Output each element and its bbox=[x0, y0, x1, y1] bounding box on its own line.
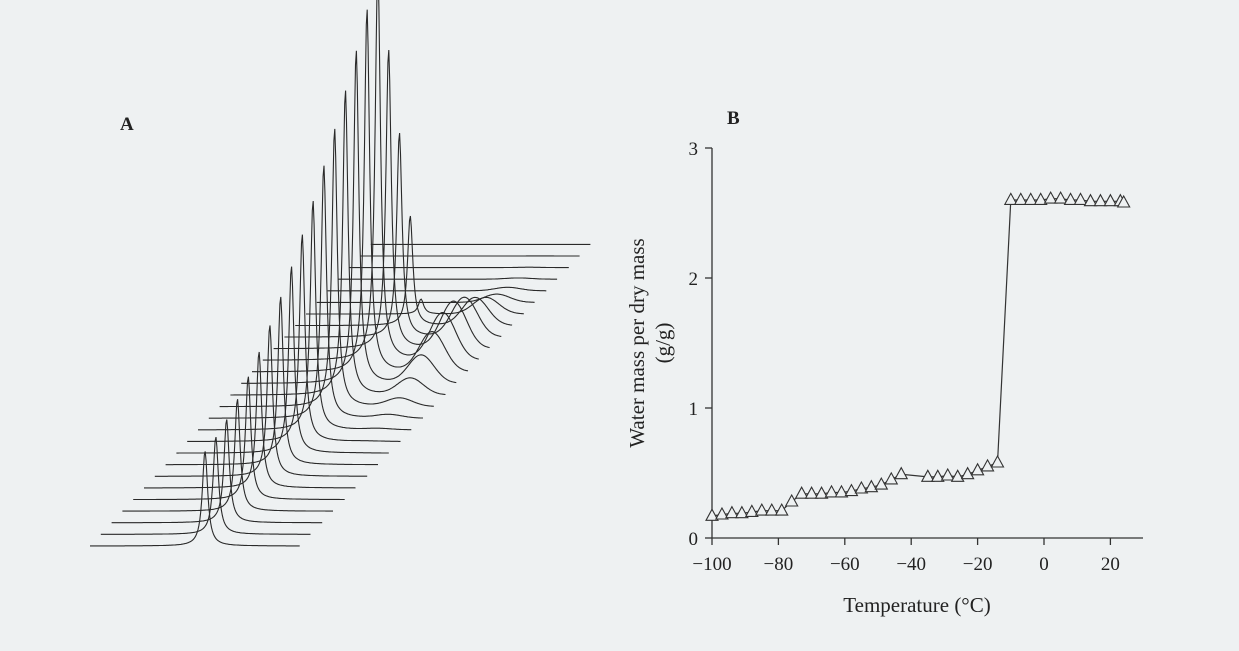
data-point bbox=[950, 469, 965, 482]
x-tick-label: 0 bbox=[1039, 554, 1049, 575]
x-tick-label: −20 bbox=[963, 554, 993, 575]
spectrum-trace bbox=[316, 293, 535, 303]
spectrum-trace bbox=[219, 128, 434, 408]
waterfall-spectra bbox=[90, 0, 591, 547]
y-axis-unit: (g/g) bbox=[651, 323, 675, 364]
spectrum-trace bbox=[273, 49, 490, 350]
data-point bbox=[1083, 193, 1098, 207]
x-axis-title: Temperature (°C) bbox=[843, 593, 990, 617]
x-tick-label: −60 bbox=[830, 554, 860, 575]
spectrum-trace bbox=[198, 200, 412, 431]
data-point bbox=[715, 506, 729, 520]
data-point bbox=[734, 505, 749, 519]
data-point bbox=[1053, 190, 1068, 204]
spectrum-trace bbox=[90, 451, 300, 547]
panel-b-label: B bbox=[727, 108, 740, 129]
data-point bbox=[1043, 190, 1058, 204]
data-point bbox=[884, 471, 899, 485]
data-point bbox=[844, 483, 859, 497]
spectrum-trace bbox=[133, 376, 345, 501]
spectrum-trace bbox=[306, 296, 524, 315]
spectrum-trace bbox=[165, 296, 378, 466]
data-point bbox=[814, 486, 829, 499]
data-point bbox=[724, 505, 739, 519]
spectrum-trace bbox=[144, 351, 356, 489]
y-tick-label: 2 bbox=[689, 269, 699, 290]
data-point bbox=[794, 486, 809, 499]
data-point bbox=[804, 486, 819, 499]
data-point bbox=[1003, 192, 1018, 205]
y-tick-label: 0 bbox=[689, 529, 699, 550]
spectrum-trace bbox=[295, 215, 513, 327]
spectrum-trace bbox=[111, 419, 323, 524]
x-tick-label: 20 bbox=[1101, 554, 1120, 575]
axes-b bbox=[711, 148, 1143, 539]
spectrum-trace bbox=[284, 132, 502, 338]
ticks-b: −100 −80 −60 −40 −20 0 20 0 1 2 3 bbox=[689, 139, 1120, 575]
data-point bbox=[894, 466, 909, 480]
data-point bbox=[980, 458, 995, 472]
data-point bbox=[864, 479, 879, 493]
spectrum-trace bbox=[122, 399, 333, 512]
data-point bbox=[930, 469, 945, 482]
series-b bbox=[705, 190, 1131, 521]
data-point bbox=[854, 480, 869, 494]
panel-a: A bbox=[90, 0, 591, 547]
data-point bbox=[1063, 192, 1078, 205]
data-point bbox=[1013, 192, 1028, 205]
data-point bbox=[1116, 194, 1131, 208]
data-point bbox=[940, 467, 955, 481]
panel-b: B −100 −80 −60 −40 −20 0 20 0 1 2 3 Temperature (°… bbox=[625, 108, 1143, 617]
data-point bbox=[960, 466, 975, 480]
data-point bbox=[1023, 192, 1038, 205]
spectrum-trace bbox=[327, 286, 547, 292]
data-point bbox=[1103, 193, 1118, 207]
panel-a-label: A bbox=[120, 114, 134, 135]
spectrum-trace bbox=[338, 277, 558, 280]
y-axis-title-group: Water mass per dry mass (g/g) bbox=[625, 238, 675, 447]
data-point bbox=[824, 484, 839, 498]
x-tick-label: −80 bbox=[764, 554, 794, 575]
x-tick-label: −100 bbox=[692, 554, 731, 575]
data-point bbox=[764, 502, 779, 516]
y-tick-label: 3 bbox=[689, 139, 699, 160]
data-point bbox=[1093, 193, 1108, 207]
data-point bbox=[834, 484, 849, 498]
spectrum-trace bbox=[252, 9, 469, 373]
spectrum-trace bbox=[262, 0, 479, 361]
data-point bbox=[1033, 192, 1048, 205]
x-tick-label: −40 bbox=[896, 554, 926, 575]
spectrum-trace bbox=[208, 165, 423, 419]
y-tick-label: 1 bbox=[689, 399, 699, 420]
spectrum-trace bbox=[230, 90, 446, 396]
spectrum-trace bbox=[154, 325, 368, 477]
y-axis-title: Water mass per dry mass bbox=[625, 238, 649, 447]
data-point bbox=[784, 493, 799, 507]
data-point bbox=[754, 502, 769, 516]
spectrum-trace bbox=[176, 266, 389, 454]
data-point bbox=[705, 508, 719, 521]
spectrum-trace bbox=[187, 234, 401, 442]
series-line bbox=[711, 198, 1124, 517]
data-point bbox=[990, 454, 1005, 468]
data-point bbox=[1073, 192, 1088, 205]
spectrum-trace bbox=[241, 50, 457, 384]
data-point bbox=[920, 469, 935, 482]
spectrum-trace bbox=[100, 436, 311, 535]
data-point bbox=[874, 476, 889, 490]
data-point bbox=[744, 504, 759, 517]
data-point bbox=[970, 462, 985, 476]
data-point bbox=[774, 502, 789, 516]
